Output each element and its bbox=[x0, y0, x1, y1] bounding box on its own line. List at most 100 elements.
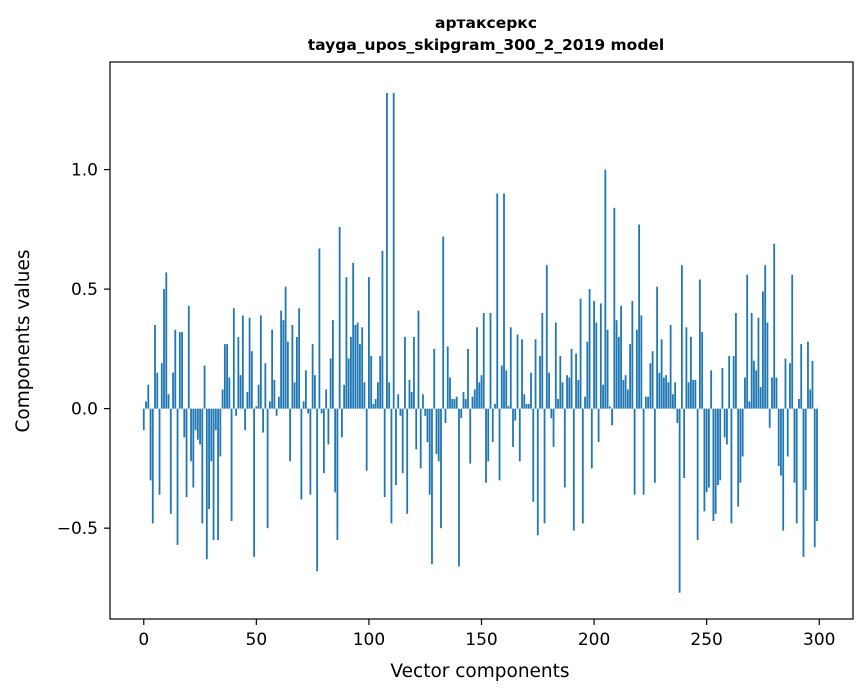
bar bbox=[383, 408, 386, 498]
bar bbox=[214, 408, 217, 431]
bar bbox=[311, 344, 314, 409]
chart-title: артаксеркс bbox=[435, 14, 537, 32]
bar bbox=[732, 356, 735, 409]
bar bbox=[480, 375, 483, 409]
bar bbox=[356, 322, 359, 409]
bar bbox=[494, 403, 496, 409]
bar bbox=[527, 403, 530, 409]
bar bbox=[185, 408, 188, 498]
bar bbox=[151, 408, 154, 524]
bar bbox=[192, 408, 195, 488]
bar bbox=[680, 265, 683, 409]
x-tick-label: 300 bbox=[803, 630, 835, 650]
bar bbox=[773, 243, 776, 409]
bar bbox=[244, 408, 246, 431]
bar bbox=[482, 313, 485, 409]
bar bbox=[676, 408, 679, 423]
bar bbox=[167, 394, 170, 409]
bar bbox=[543, 408, 546, 524]
bar bbox=[656, 286, 659, 409]
bar bbox=[723, 408, 726, 438]
bar bbox=[813, 408, 816, 548]
bar bbox=[491, 408, 494, 443]
bar bbox=[313, 375, 316, 409]
bar bbox=[665, 375, 668, 409]
x-tick-label: 250 bbox=[690, 630, 722, 650]
x-tick-label: 150 bbox=[465, 630, 497, 650]
bar bbox=[699, 279, 701, 409]
bar bbox=[750, 313, 753, 409]
bar bbox=[798, 399, 800, 409]
bar bbox=[176, 408, 179, 545]
bar bbox=[525, 403, 528, 409]
bar bbox=[433, 348, 436, 409]
bar bbox=[228, 377, 231, 409]
y-tick-label: −0.5 bbox=[57, 519, 98, 539]
bar bbox=[521, 339, 523, 409]
bar bbox=[692, 379, 695, 409]
bar bbox=[316, 408, 319, 572]
bar bbox=[332, 320, 334, 409]
bar bbox=[635, 329, 638, 409]
bar bbox=[696, 408, 699, 541]
bar bbox=[361, 327, 364, 409]
bar bbox=[566, 375, 568, 409]
bar bbox=[782, 408, 785, 531]
bar bbox=[748, 401, 751, 409]
bar bbox=[395, 408, 397, 486]
bar bbox=[169, 408, 172, 514]
bar bbox=[721, 367, 724, 409]
bar bbox=[755, 370, 758, 409]
bar bbox=[602, 384, 604, 409]
bar bbox=[458, 408, 460, 567]
bar bbox=[298, 308, 301, 409]
bar bbox=[201, 408, 204, 524]
bar bbox=[687, 382, 690, 409]
bar bbox=[282, 320, 285, 409]
bar bbox=[793, 408, 796, 483]
bar bbox=[640, 315, 643, 409]
bar bbox=[631, 301, 634, 409]
bar bbox=[554, 322, 557, 409]
bar bbox=[377, 382, 379, 409]
bar bbox=[523, 394, 526, 409]
bar bbox=[606, 329, 609, 409]
bar bbox=[194, 408, 197, 431]
bar bbox=[795, 408, 798, 524]
bar bbox=[273, 379, 276, 409]
bar bbox=[514, 408, 517, 421]
bar bbox=[449, 377, 451, 409]
bar bbox=[154, 324, 156, 409]
bar bbox=[241, 315, 244, 409]
bar bbox=[708, 408, 710, 488]
bar bbox=[424, 408, 427, 416]
bar bbox=[221, 389, 224, 409]
bar bbox=[219, 408, 222, 457]
bar bbox=[467, 348, 469, 409]
bar bbox=[599, 303, 602, 409]
bar bbox=[809, 389, 812, 409]
bar bbox=[199, 408, 201, 445]
bar bbox=[187, 305, 190, 409]
bar bbox=[534, 339, 537, 409]
bar bbox=[768, 408, 771, 428]
bar bbox=[516, 334, 519, 409]
bar bbox=[277, 396, 280, 409]
bar bbox=[174, 329, 177, 409]
bar bbox=[759, 387, 762, 409]
bar bbox=[183, 408, 186, 438]
bar bbox=[289, 408, 292, 462]
bar bbox=[422, 394, 424, 409]
y-tick-label: 0.5 bbox=[71, 280, 98, 300]
x-axis-label: Vector components bbox=[390, 661, 569, 682]
bar bbox=[226, 344, 228, 409]
bar bbox=[503, 193, 505, 409]
bar bbox=[304, 370, 307, 409]
bar bbox=[271, 329, 274, 409]
bar bbox=[190, 408, 192, 462]
bar bbox=[160, 363, 163, 409]
bar bbox=[280, 310, 283, 409]
bar bbox=[561, 382, 564, 409]
bar bbox=[678, 408, 681, 593]
